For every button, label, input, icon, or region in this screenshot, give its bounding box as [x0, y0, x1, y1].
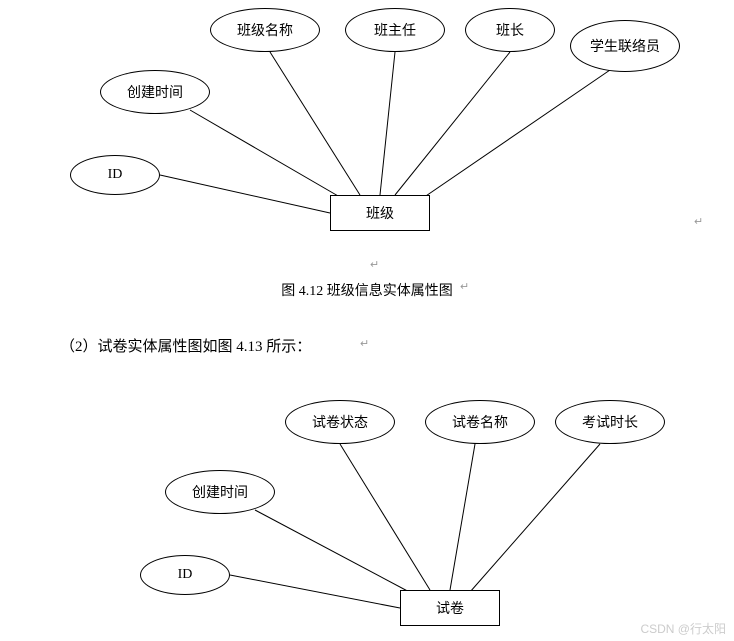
paragraph-intro-2: （2）试卷实体属性图如图 4.13 所示：	[60, 335, 311, 356]
diagram2-attribute: 试卷名称	[425, 400, 535, 444]
diagram2-edge	[340, 444, 430, 590]
diagram2-edge	[470, 444, 600, 592]
diagram1-attribute: ID	[70, 155, 160, 195]
diagram1-edge	[160, 175, 330, 213]
line-end-symbol: ↵	[360, 337, 369, 350]
diagram1-edge	[270, 52, 360, 195]
page-canvas: 班级ID创建时间班级名称班主任班长学生联络员 ↵ ↵ 图 4.12 班级信息实体…	[0, 0, 734, 641]
diagram1-attribute: 班级名称	[210, 8, 320, 52]
diagram2-edge	[230, 575, 400, 608]
diagram2-edge	[255, 510, 415, 595]
diagram1-attribute: 创建时间	[100, 70, 210, 114]
line-end-symbol: ↵	[370, 258, 379, 271]
diagram2-attribute: 创建时间	[165, 470, 275, 514]
diagram2-attribute: ID	[140, 555, 230, 595]
diagram1-edge	[395, 52, 510, 195]
diagram1-attribute: 班长	[465, 8, 555, 52]
diagram2-edge	[450, 444, 475, 590]
diagram2-entity: 试卷	[400, 590, 500, 626]
diagram1-caption: 图 4.12 班级信息实体属性图	[0, 280, 734, 300]
diagram1-attribute: 班主任	[345, 8, 445, 52]
diagram1-edge	[380, 52, 395, 195]
line-end-symbol: ↵	[460, 280, 469, 293]
line-end-symbol: ↵	[694, 215, 703, 228]
diagram1-attribute: 学生联络员	[570, 20, 680, 72]
watermark: CSDN @行太阳	[640, 620, 726, 637]
diagram2-attribute: 考试时长	[555, 400, 665, 444]
diagram2-attribute: 试卷状态	[285, 400, 395, 444]
diagram1-edge	[420, 70, 610, 200]
diagram1-entity: 班级	[330, 195, 430, 231]
